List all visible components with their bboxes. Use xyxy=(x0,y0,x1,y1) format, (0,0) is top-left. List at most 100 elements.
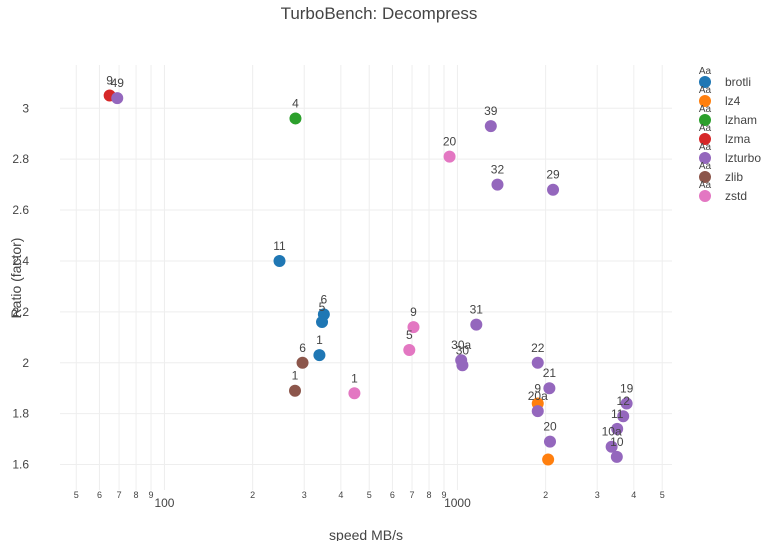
data-point-lzturbo xyxy=(605,440,618,453)
y-tick-label: 1.6 xyxy=(12,458,29,472)
data-label-lzturbo: 29 xyxy=(546,168,560,182)
data-point-zstd xyxy=(403,344,416,357)
x-tick-label: 8 xyxy=(427,490,432,500)
legend-swatch-lzma xyxy=(699,133,711,145)
legend-marker-text: Aa xyxy=(699,161,712,172)
data-point-zstd xyxy=(407,321,420,334)
x-tick-label: 4 xyxy=(338,490,343,500)
data-label-lzturbo: 10a xyxy=(602,425,622,439)
data-label-zlib: 6 xyxy=(299,341,306,355)
x-tick-label: 5 xyxy=(660,490,665,500)
data-label-lzturbo: 30 xyxy=(456,343,470,357)
data-label-lzturbo: 30a xyxy=(451,338,471,352)
data-point-brotli xyxy=(313,349,326,362)
x-tick-label: 7 xyxy=(410,490,415,500)
data-label-zlib: 1 xyxy=(292,369,299,383)
legend-item-lzturbo: lzturbo xyxy=(725,151,761,165)
x-tick-label: 2 xyxy=(543,490,548,500)
legend-marker-text: Aa xyxy=(699,85,712,96)
data-point-lzturbo xyxy=(610,450,623,463)
y-axis-ticks: 1.6 1.8 2 2.2 2.4 2.6 2.8 3 xyxy=(12,101,29,471)
data-point-lzturbo xyxy=(470,318,483,331)
data-label-zstd: 9 xyxy=(410,305,417,319)
y-tick-label: 2 xyxy=(22,356,29,370)
legend-marker-text: Aa xyxy=(699,104,712,115)
data-point-brotli xyxy=(316,316,329,329)
data-label-lzturbo: 10 xyxy=(610,435,624,449)
data-label-zstd: 5 xyxy=(406,328,413,342)
chart-title: TurboBench: Decompress xyxy=(281,4,478,23)
x-tick-label: 5 xyxy=(74,490,79,500)
data-point-lz4 xyxy=(542,453,555,466)
data-point-brotli xyxy=(273,254,286,267)
legend-swatch-lz4 xyxy=(699,95,711,107)
data-label-lzturbo: 39 xyxy=(484,104,498,118)
legend-swatch-lzham xyxy=(699,114,711,126)
data-label-lzturbo: 31 xyxy=(470,303,484,317)
x-tick-label: 8 xyxy=(134,490,139,500)
legend-item-brotli: brotli xyxy=(725,75,751,89)
data-point-zlib xyxy=(289,384,302,397)
legend-item-lz4: lz4 xyxy=(725,94,741,108)
data-point-lzturbo xyxy=(543,435,556,448)
data-label-zstd: 20 xyxy=(443,135,457,149)
legend-marker-text: Aa xyxy=(699,142,712,153)
legend-item-lzma: lzma xyxy=(725,132,751,146)
grid xyxy=(60,65,672,490)
data-label-lzturbo: 19 xyxy=(620,381,634,395)
y-tick-label: 2.4 xyxy=(12,254,29,268)
data-label-lzturbo: 49 xyxy=(111,76,125,90)
y-tick-label: 2.2 xyxy=(12,305,29,319)
y-axis-title: Ratio (factor) xyxy=(8,238,24,319)
y-tick-label: 1.8 xyxy=(12,407,29,421)
data-point-lzturbo xyxy=(531,356,544,369)
legend: Aa brotli Aa lz4 Aa lzham Aa lzma Aa lzturbo Aa zli… xyxy=(699,66,761,203)
data-point-lzturbo xyxy=(543,382,556,395)
data-label-lzturbo: 32 xyxy=(491,163,505,177)
x-tick-label: 5 xyxy=(367,490,372,500)
data-label-lzturbo: 11 xyxy=(611,407,624,421)
data-point-lzham xyxy=(289,112,302,125)
legend-swatch-zstd xyxy=(699,190,711,202)
x-tick-label: 6 xyxy=(97,490,102,500)
data-label-brotli: 1 xyxy=(316,333,323,347)
y-tick-label: 2.8 xyxy=(12,152,29,166)
data-point-lzturbo xyxy=(620,397,633,410)
x-tick-label: 7 xyxy=(117,490,122,500)
data-label-lzturbo: 21 xyxy=(543,366,557,380)
x-axis-title: speed MB/s xyxy=(329,527,403,541)
data-point-lzturbo xyxy=(547,183,560,196)
data-label-zstd: 1 xyxy=(351,371,358,385)
x-tick-label: 2 xyxy=(250,490,255,500)
data-point-zstd xyxy=(348,387,361,400)
data-point-lzturbo xyxy=(491,178,504,191)
x-tick-label: 100 xyxy=(154,496,174,510)
data-label-lz4: 9 xyxy=(534,381,541,395)
data-point-lzturbo xyxy=(456,359,469,372)
legend-item-zstd: zstd xyxy=(725,189,747,203)
data-point-lzturbo xyxy=(611,422,624,435)
x-tick-label: 3 xyxy=(595,490,600,500)
legend-marker-text: Aa xyxy=(699,66,712,77)
x-tick-label: 6 xyxy=(390,490,395,500)
legend-swatch-lzturbo xyxy=(699,152,711,164)
x-tick-label: 9 xyxy=(149,490,154,500)
data-label-lzturbo: 22 xyxy=(531,341,545,355)
data-point-zlib xyxy=(296,356,309,369)
data-point-lzturbo xyxy=(531,405,544,418)
x-tick-label: 9 xyxy=(442,490,447,500)
data-label-brotli: 6 xyxy=(321,292,328,306)
data-label-brotli: 11 xyxy=(273,239,286,253)
data-point-zstd xyxy=(443,150,456,163)
y-tick-label: 2.6 xyxy=(12,203,29,217)
data-label-lzham: 4 xyxy=(292,96,299,110)
data-label-lzturbo: 12 xyxy=(617,394,631,408)
legend-item-lzham: lzham xyxy=(725,113,757,127)
legend-item-zlib: zlib xyxy=(725,170,743,184)
data-point-lzturbo xyxy=(484,120,497,133)
legend-marker-text: Aa xyxy=(699,180,712,191)
x-tick-label: 3 xyxy=(302,490,307,500)
